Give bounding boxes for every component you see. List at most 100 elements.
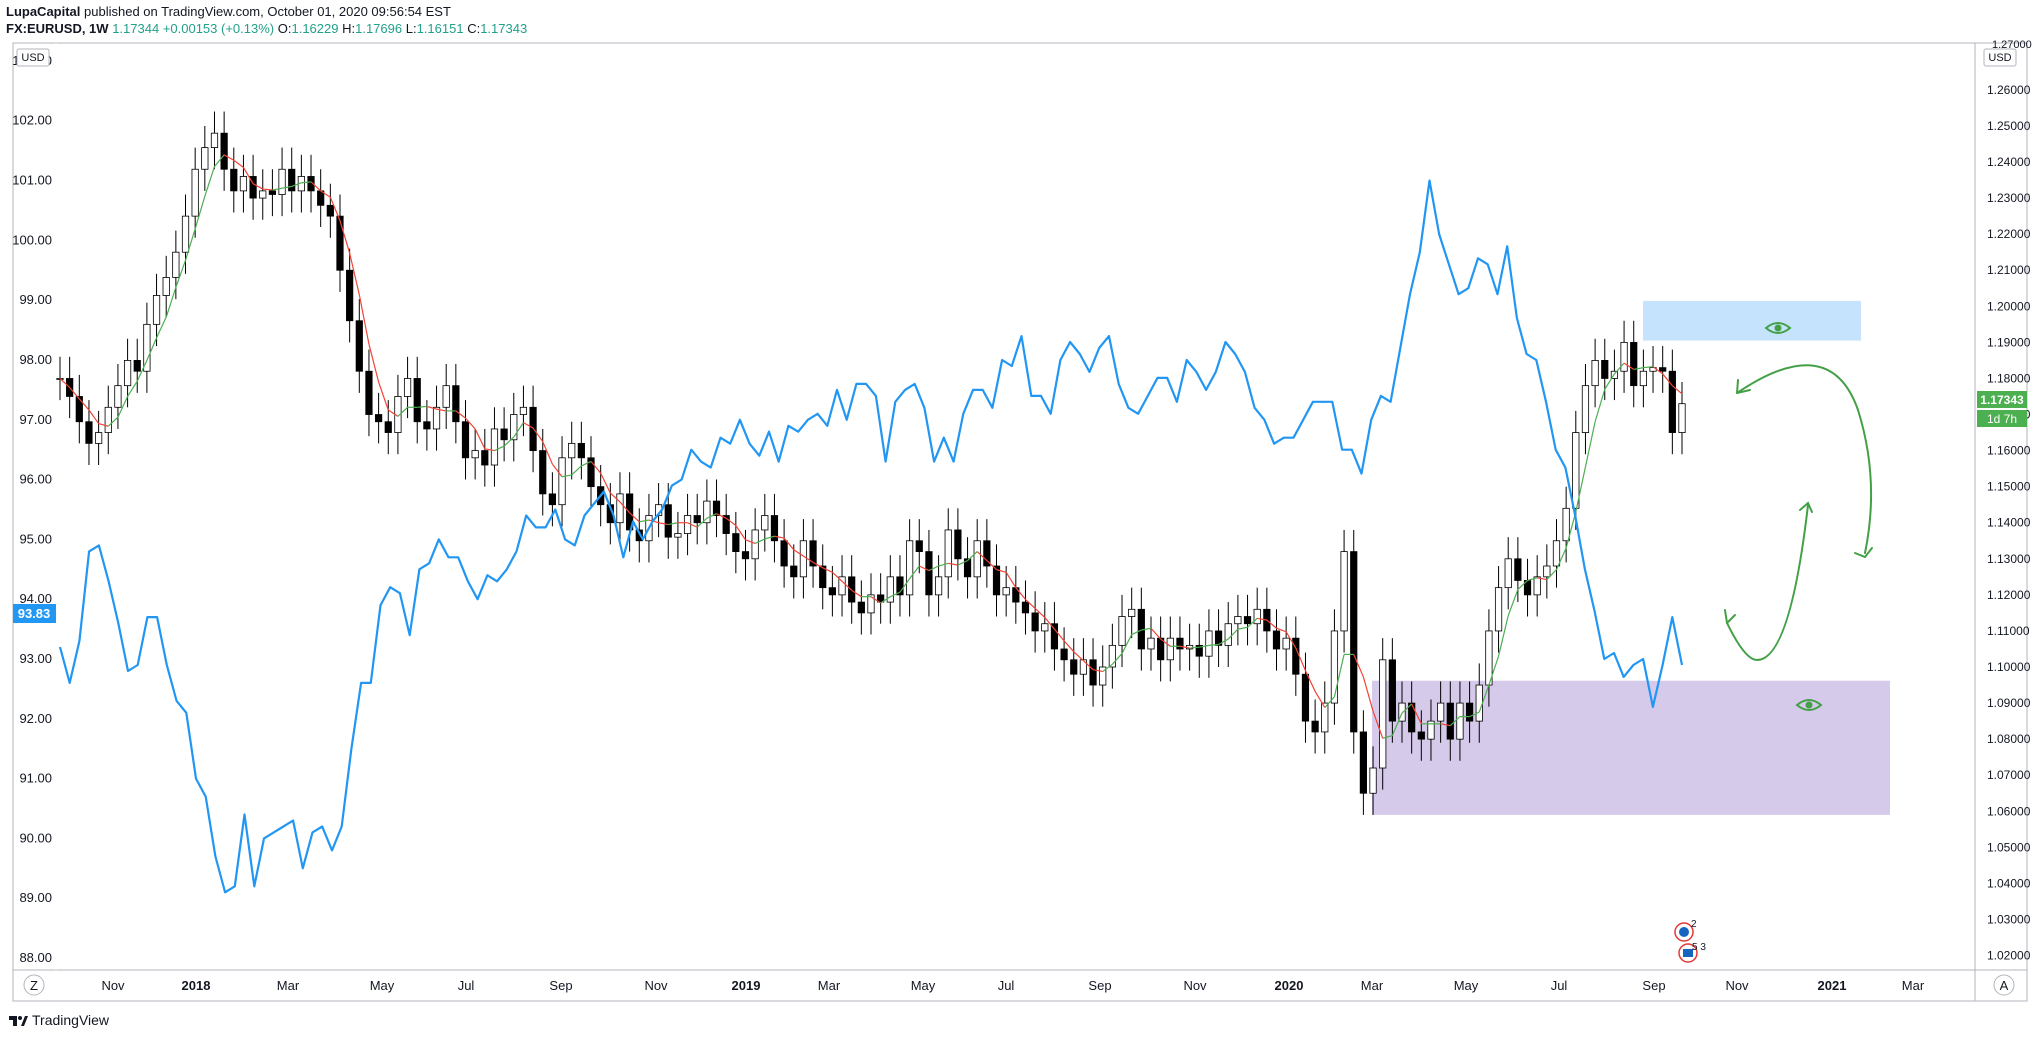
candle-body	[944, 529, 952, 578]
moving-average-segment	[948, 562, 959, 566]
event-flag-count: 5 3	[1692, 942, 1706, 953]
moving-average-segment	[1517, 580, 1528, 590]
candle-body	[1176, 637, 1184, 650]
moving-average-segment	[513, 422, 524, 438]
tradingview-logo-icon	[8, 1013, 28, 1027]
candle-body	[375, 414, 383, 423]
time-axis[interactable]: Nov 2018 Mar May Jul Sep Nov 2019 Mar May Jul Sep No…	[101, 978, 1924, 993]
candle-body	[1514, 558, 1522, 581]
moving-average-segment	[1208, 643, 1219, 646]
candle-body	[471, 450, 479, 459]
time-axis-label: 2021	[1818, 978, 1847, 993]
right-axis-tick-label: 1.25000	[1987, 119, 2031, 133]
candle-body	[616, 493, 624, 524]
price-tag: 1.17343 1d 7h	[1977, 391, 2027, 427]
moving-average-segment	[1131, 629, 1142, 636]
moving-average-segment	[716, 513, 727, 519]
left-axis-tick-label: 97.00	[19, 412, 52, 427]
moving-average-segment	[214, 154, 225, 167]
moving-average-segment	[1623, 362, 1635, 370]
left-axis-tick-label: 88.00	[19, 950, 52, 965]
candle-body	[288, 168, 296, 192]
moving-average-segment	[1411, 703, 1422, 725]
moving-average-segment	[745, 539, 756, 545]
candle-body	[519, 406, 528, 415]
moving-average-segment	[1362, 676, 1374, 712]
candle-body	[954, 529, 962, 560]
event-badge-icon[interactable]: 2	[1674, 919, 1697, 942]
moving-average-segment	[320, 190, 331, 198]
moving-average-segment	[870, 596, 881, 604]
moving-average-segment	[1488, 656, 1500, 686]
moving-average-segment	[1449, 716, 1461, 727]
moving-average-segment	[668, 522, 679, 526]
moving-average-segment	[1285, 631, 1297, 649]
moving-average-segment	[831, 571, 843, 582]
right-price-axis[interactable]: 1.26000 1.25000 1.24000 1.23000 1.22000 1.210…	[1987, 83, 2031, 963]
moving-average-segment	[523, 422, 534, 429]
right-axis-tick-label: 1.02000	[1987, 949, 2031, 963]
moving-average-segment	[1111, 653, 1123, 665]
right-axis-tick-label: 1.24000	[1987, 155, 2031, 169]
time-axis-label: Mar	[1902, 978, 1925, 993]
moving-average-segment	[1440, 723, 1451, 727]
right-axis-tick-label: 1.20000	[1987, 299, 2031, 313]
candle-body	[664, 504, 672, 538]
moving-average-segment	[1546, 569, 1557, 580]
moving-average-segment	[1584, 421, 1596, 467]
candle-body	[1639, 370, 1647, 387]
chart-frame	[12, 42, 2028, 1002]
zoom-left-button[interactable]: Z	[23, 974, 45, 996]
event-flag-icon[interactable]: 5 3	[1678, 942, 1706, 963]
candle-body	[1301, 673, 1310, 722]
moving-average-segment	[242, 167, 254, 184]
moving-average-segment	[1372, 710, 1384, 739]
moving-average-segment	[1102, 663, 1113, 673]
candle-body	[761, 515, 769, 531]
candle-body	[828, 587, 836, 596]
candle-body	[1031, 612, 1039, 632]
bar-countdown: 1d 7h	[1987, 412, 2017, 426]
high-value: 1.17696	[355, 21, 403, 36]
moving-average-segment	[204, 166, 216, 197]
candle-body	[201, 147, 209, 170]
candle-body	[1630, 341, 1638, 387]
candle-body	[181, 215, 190, 253]
candle-body	[384, 421, 392, 433]
moving-average-segment	[619, 501, 631, 514]
left-price-axis[interactable]: 103.00102.00101.00100.0099.0098.0097.009…	[12, 53, 52, 965]
candle-body	[326, 204, 334, 217]
candle-body	[1282, 637, 1290, 650]
candle-body	[1668, 370, 1676, 433]
candle-body	[365, 370, 373, 415]
moving-average-segment	[754, 538, 766, 545]
price-change: +0.00153 (+0.13%)	[162, 21, 275, 36]
candlestick-series	[56, 111, 1686, 815]
left-axis-tick-label: 99.00	[19, 292, 52, 307]
candle-body	[539, 450, 547, 495]
moving-average-segment	[735, 525, 746, 541]
candle-body	[259, 190, 267, 199]
moving-average-segment	[909, 565, 920, 580]
moving-average-segment	[725, 517, 737, 526]
candle-body	[355, 320, 363, 372]
moving-average-segment	[175, 260, 187, 288]
moving-average-segment	[378, 381, 389, 411]
left-currency-badge: USD	[16, 48, 50, 67]
high-label: H:	[342, 21, 356, 36]
right-axis-tick-label: 1.04000	[1987, 876, 2031, 890]
right-axis-tick-label: 1.03000	[1987, 913, 2031, 927]
moving-average-segment	[436, 408, 447, 412]
moving-average-segment	[1121, 634, 1133, 654]
right-axis-tick-label: 1.11000	[1987, 624, 2030, 638]
price-chart[interactable]: 2 5 3 103.00102.00101.00100.0099.0098.00…	[0, 0, 2041, 1010]
candle-body	[1147, 637, 1155, 650]
candle-body	[95, 432, 103, 444]
candle-body	[983, 540, 991, 567]
moving-average-segment	[1073, 651, 1084, 662]
candle-body	[848, 576, 856, 603]
candle-body	[403, 378, 412, 397]
moving-average-segment	[1063, 640, 1075, 653]
auto-scale-button[interactable]: A	[1993, 974, 2015, 996]
supply-zone[interactable]	[1643, 300, 1861, 341]
